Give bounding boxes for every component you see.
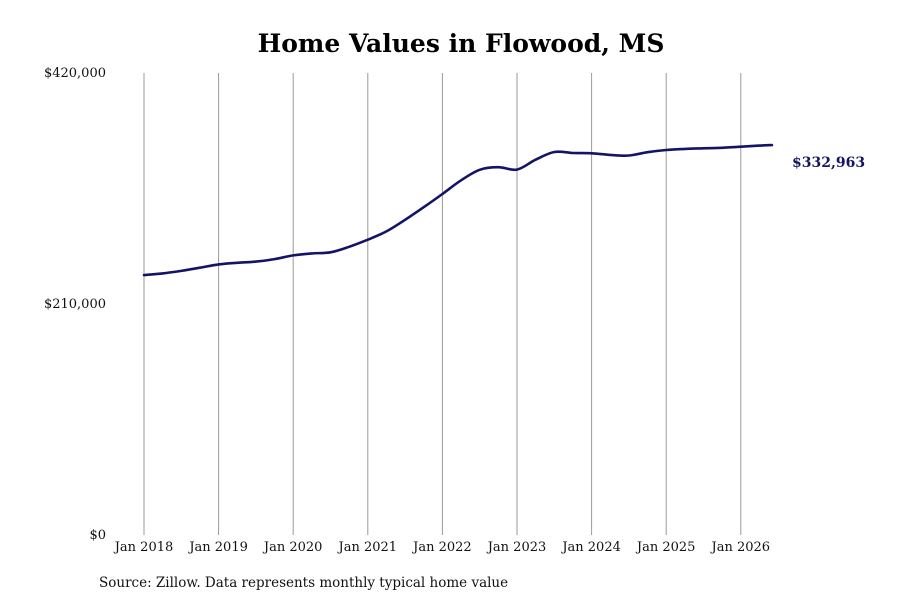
x-tick-label: Jan 2021 <box>337 540 398 555</box>
x-tick-label: Jan 2026 <box>710 540 771 555</box>
y-tick-label: $420,000 <box>44 66 106 81</box>
source-note: Source: Zillow. Data represents monthly … <box>99 575 508 591</box>
x-tick-label: Jan 2019 <box>187 540 248 555</box>
y-tick-label: $0 <box>89 528 106 543</box>
x-tick-label: Jan 2018 <box>113 540 174 555</box>
vertical-gridlines <box>143 73 742 535</box>
chart-title: Home Values in Flowood, MS <box>258 29 665 58</box>
y-axis-ticks: $0 $210,000 $420,000 <box>44 66 106 543</box>
x-tick-label: Jan 2022 <box>411 540 472 555</box>
y-tick-label: $210,000 <box>44 297 106 312</box>
home-value-line <box>142 143 774 277</box>
x-tick-label: Jan 2024 <box>560 540 621 555</box>
x-tick-label: Jan 2025 <box>635 540 696 555</box>
x-tick-label: Jan 2020 <box>262 540 323 555</box>
latest-value-label: $332,963 <box>792 155 865 171</box>
x-axis-ticks: Jan 2018 Jan 2019 Jan 2020 Jan 2021 Jan 2022… <box>113 540 770 555</box>
x-tick-label: Jan 2023 <box>486 540 547 555</box>
